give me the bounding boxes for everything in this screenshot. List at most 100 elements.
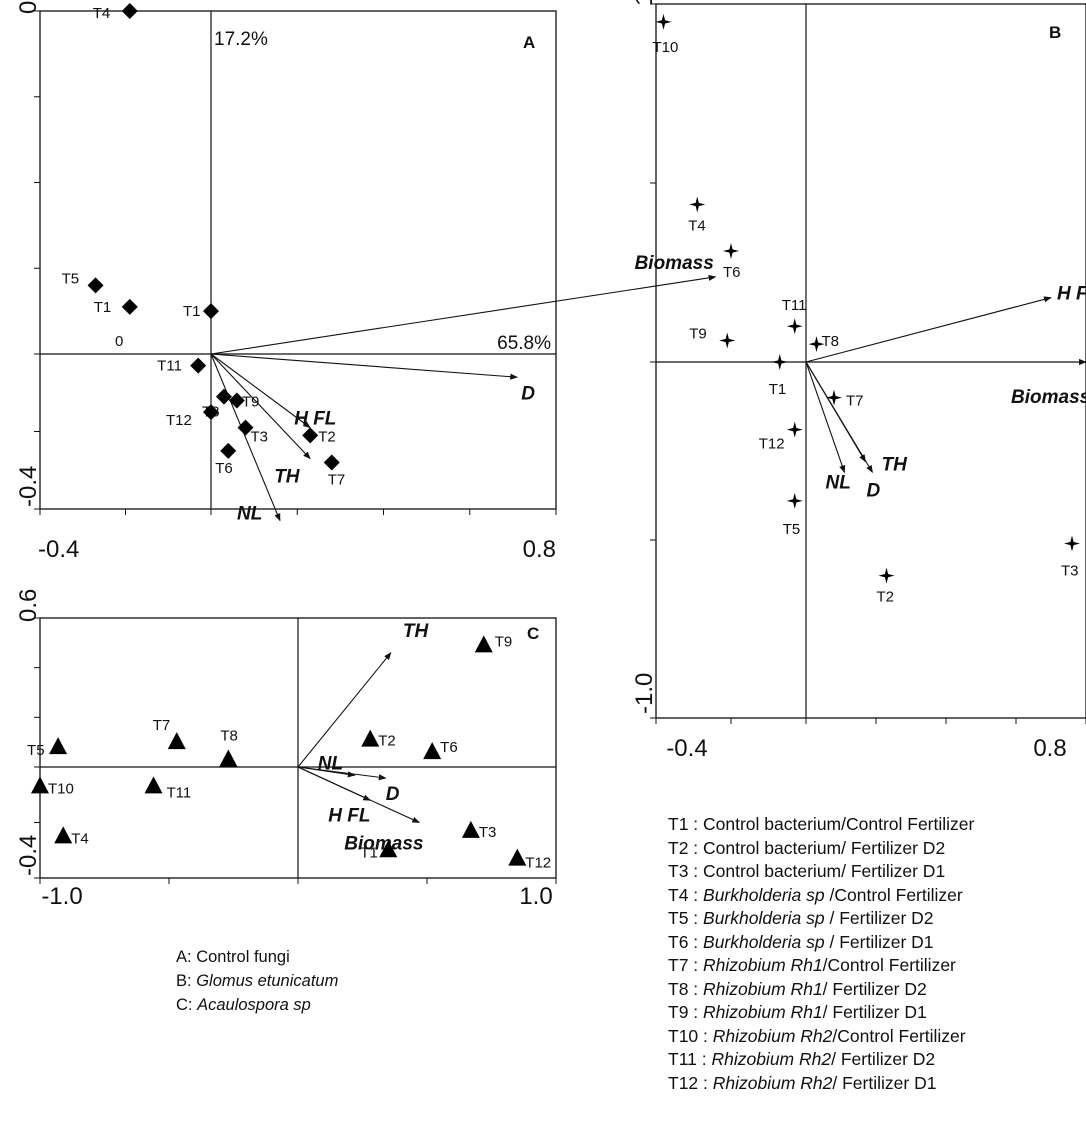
point-marker	[54, 826, 73, 844]
axis-percent-label: 17.2%	[214, 29, 268, 50]
treatment-legend-entry: T6 : Burkholderia sp / Fertilizer D1	[668, 931, 974, 955]
treatment-code: T3 :	[668, 861, 704, 881]
point-label: T4	[93, 5, 111, 22]
point-label: T12	[166, 412, 192, 429]
point-marker	[786, 318, 803, 335]
treatment-organism: Rhizobium Rh1	[703, 955, 823, 975]
treatment-organism: Burkholderia sp	[703, 884, 825, 905]
point-label: T7	[846, 393, 864, 410]
point-label: T4	[71, 830, 89, 847]
vector-label: NL	[237, 504, 262, 525]
vector-arrow	[210, 353, 281, 522]
treatment-description: /Control Fertilizer	[822, 955, 956, 975]
point-label: T5	[62, 270, 80, 287]
point-marker	[121, 298, 138, 315]
treatment-legend-entry: T7 : Rhizobium Rh1/Control Fertilizer	[668, 954, 974, 978]
point-label: T8	[822, 333, 840, 350]
panel-legend: A: Control fungi B: Glomus etunicatum C: A…	[176, 945, 338, 1017]
point-label: T10	[48, 780, 74, 797]
treatment-legend-entry: T5 : Burkholderia sp / Fertilizer D2	[668, 907, 974, 931]
vector-label: D	[386, 784, 400, 805]
point-label: T11	[157, 358, 182, 375]
treatment-description: /Control Fertilizer	[832, 1025, 966, 1046]
point-marker	[219, 749, 238, 767]
treatment-code: T5 :	[668, 908, 704, 928]
x-tick-label: -1.0	[41, 883, 82, 910]
point-marker	[220, 442, 237, 459]
panel-letter: A	[523, 33, 535, 52]
treatment-organism: Burkholderia sp	[703, 908, 825, 928]
treatment-legend-entry: T8 : Rhizobium Rh1/ Fertilizer D2	[668, 978, 974, 1002]
vector-label: TH	[882, 455, 909, 476]
vector-label: H FL	[294, 409, 336, 430]
vector-label: TH	[274, 467, 301, 488]
point-marker	[87, 277, 104, 294]
treatment-description: / Fertilizer D1	[832, 1072, 937, 1093]
panel-a: -0.4 0.8 -0.4 0.8 A 17.2% 65.8% 0 Biomass D H FL TH…	[15, 0, 717, 563]
vector-label: H FL	[328, 805, 370, 826]
treatment-legend-entry: T12 : Rhizobium Rh2/ Fertilizer D1	[668, 1072, 974, 1096]
vector-arrow	[210, 353, 311, 460]
treatment-organism: Rhizobium Rh2	[712, 1072, 833, 1093]
point-marker	[379, 840, 398, 858]
point-marker	[771, 354, 788, 370]
point-label: T5	[783, 521, 801, 538]
vector-label: NL	[826, 472, 851, 493]
treatment-legend-entry: T9 : Rhizobium Rh1/ Fertilizer D1	[668, 1001, 974, 1025]
treatment-description: Control bacterium/ Fertilizer D1	[703, 861, 946, 881]
y-tick-label: -0.4	[15, 835, 42, 876]
point-marker	[144, 776, 163, 794]
vector-label: Biomass	[1011, 387, 1086, 408]
treatment-code: T9 :	[668, 1002, 704, 1022]
treatment-description: / Fertilizer D2	[824, 908, 934, 928]
treatment-code: T10 :	[668, 1025, 713, 1046]
treatment-legend-entry: T1 : Control bacterium/Control Fertilize…	[668, 813, 974, 837]
treatment-code: T2 :	[668, 837, 704, 858]
panel-legend-prefix: B:	[176, 972, 197, 990]
point-marker	[302, 427, 319, 444]
point-marker	[203, 303, 219, 320]
treatment-legend-entry: T2 : Control bacterium/ Fertilizer D2	[668, 837, 974, 861]
point-marker	[190, 357, 207, 374]
vector-label: Biomass	[344, 834, 423, 855]
treatment-legend-entry: T11 : Rhizobium Rh2/ Fertilizer D2	[668, 1048, 974, 1072]
point-label: T7	[328, 472, 346, 489]
treatment-description: Control bacterium/Control Fertilizer	[703, 814, 975, 834]
point-label: T9	[242, 394, 260, 411]
point-marker	[808, 336, 825, 353]
plot-frame	[655, 3, 1086, 719]
panel-legend-entry: C: Acaulospora sp	[176, 993, 338, 1017]
panel-legend-entry: B: Glomus etunicatum	[176, 969, 338, 993]
vector-arrow	[210, 353, 311, 429]
y-tick-label: 0.6	[15, 589, 42, 622]
treatment-organism: Rhizobium Rh2	[711, 1049, 832, 1069]
point-label: T1	[94, 299, 112, 316]
point-marker	[423, 742, 442, 760]
y-tick-label: 0.8	[15, 0, 42, 14]
point-label: T3	[479, 824, 497, 841]
point-marker	[786, 421, 803, 438]
x-tick-label: 0.8	[523, 536, 556, 563]
point-marker	[719, 332, 736, 349]
treatment-code: T4 :	[668, 884, 704, 905]
point-marker	[237, 419, 254, 436]
treatment-code: T7 :	[668, 955, 704, 975]
treatment-legend-entry: T3 : Control bacterium/ Fertilizer D1	[668, 860, 974, 884]
panel-legend-name: Acaulospora sp	[197, 996, 311, 1014]
point-label: T7	[153, 717, 171, 734]
point-label: T1	[769, 381, 787, 398]
point-marker	[655, 13, 672, 30]
vector-label: H FL	[1057, 284, 1086, 305]
point-marker	[121, 3, 138, 19]
vector-arrow	[210, 353, 518, 380]
point-marker	[361, 729, 380, 747]
vector-label: TH	[403, 621, 430, 642]
vector-label: D	[521, 383, 535, 404]
y-tick-label: -0.4	[15, 466, 42, 507]
y-tick-label: 1.0	[631, 0, 658, 6]
treatment-legend: T1 : Control bacterium/Control Fertilize…	[668, 813, 974, 1095]
point-marker	[215, 388, 232, 405]
treatment-organism: Burkholderia sp	[703, 931, 825, 952]
panel-b: -0.4 0.8 -1.0 1.0 B H FL Biomass THD NL T10 T4 T6 T1…	[631, 0, 1086, 762]
